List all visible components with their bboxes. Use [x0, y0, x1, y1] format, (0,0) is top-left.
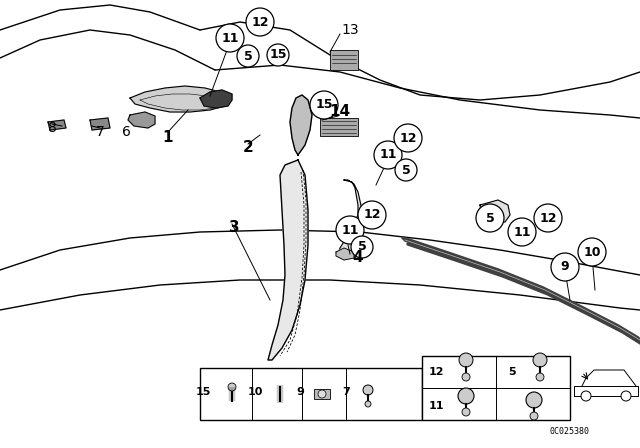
Text: 11: 11: [380, 148, 397, 161]
Text: 11: 11: [428, 401, 444, 411]
Circle shape: [508, 218, 536, 246]
Text: 5: 5: [244, 49, 252, 63]
Circle shape: [530, 412, 538, 420]
Text: 15: 15: [269, 48, 287, 61]
Text: 5: 5: [358, 241, 366, 254]
Circle shape: [621, 391, 631, 401]
Circle shape: [336, 216, 364, 244]
Circle shape: [228, 383, 236, 391]
Circle shape: [310, 91, 338, 119]
Text: 11: 11: [341, 224, 359, 237]
Circle shape: [459, 353, 473, 367]
Circle shape: [458, 388, 474, 404]
Circle shape: [394, 124, 422, 152]
Text: 7: 7: [342, 387, 350, 397]
Text: 5: 5: [486, 211, 494, 224]
Polygon shape: [130, 86, 230, 112]
Text: 9: 9: [296, 387, 304, 397]
Text: 12: 12: [252, 16, 269, 29]
Circle shape: [551, 253, 579, 281]
Text: 12: 12: [399, 132, 417, 145]
Text: 13: 13: [341, 23, 359, 37]
Text: 5: 5: [402, 164, 410, 177]
Polygon shape: [574, 386, 638, 396]
Bar: [314, 389, 330, 399]
Text: 15: 15: [316, 99, 333, 112]
Circle shape: [533, 353, 547, 367]
Text: 4: 4: [353, 250, 364, 266]
Text: 11: 11: [513, 225, 531, 238]
Text: 12: 12: [540, 211, 557, 224]
Circle shape: [374, 141, 402, 169]
Text: 2: 2: [243, 141, 253, 155]
Polygon shape: [128, 112, 155, 128]
Circle shape: [216, 24, 244, 52]
Text: 10: 10: [583, 246, 601, 258]
Circle shape: [237, 45, 259, 67]
Circle shape: [536, 373, 544, 381]
Polygon shape: [268, 160, 308, 360]
Text: 5: 5: [508, 367, 516, 377]
Circle shape: [581, 391, 591, 401]
Circle shape: [462, 408, 470, 416]
Circle shape: [363, 385, 373, 395]
Text: 1: 1: [163, 130, 173, 146]
Circle shape: [462, 373, 470, 381]
Bar: [330, 50, 358, 70]
Circle shape: [476, 204, 504, 232]
Circle shape: [267, 44, 289, 66]
Text: 7: 7: [95, 125, 104, 139]
Text: 8: 8: [47, 121, 56, 135]
Circle shape: [395, 159, 417, 181]
Text: 11: 11: [221, 31, 239, 44]
Polygon shape: [336, 248, 354, 260]
Circle shape: [318, 390, 326, 398]
Text: 6: 6: [122, 125, 131, 139]
Text: 15: 15: [195, 387, 211, 397]
Bar: [200, 368, 422, 420]
Polygon shape: [290, 95, 312, 155]
Bar: [422, 356, 570, 420]
Text: 3: 3: [228, 220, 239, 236]
Circle shape: [534, 204, 562, 232]
Text: 0C025380: 0C025380: [550, 427, 590, 436]
Text: 9: 9: [561, 260, 570, 273]
Text: 12: 12: [428, 367, 444, 377]
Circle shape: [526, 392, 542, 408]
Polygon shape: [480, 200, 510, 224]
Circle shape: [578, 238, 606, 266]
Circle shape: [365, 401, 371, 407]
Text: 10: 10: [247, 387, 262, 397]
Polygon shape: [338, 180, 362, 258]
Polygon shape: [200, 90, 232, 108]
Text: 14: 14: [330, 104, 351, 120]
Text: 12: 12: [364, 208, 381, 221]
Circle shape: [358, 201, 386, 229]
Circle shape: [246, 8, 274, 36]
Bar: [320, 118, 358, 136]
Polygon shape: [48, 120, 66, 130]
Polygon shape: [90, 118, 110, 130]
Circle shape: [351, 236, 373, 258]
